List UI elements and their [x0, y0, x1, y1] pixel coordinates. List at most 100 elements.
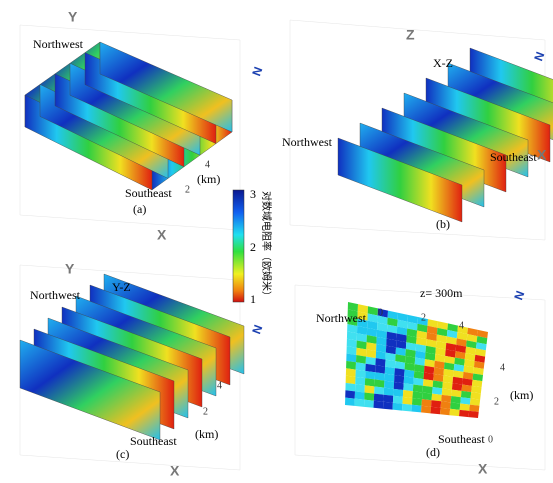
cell — [397, 319, 408, 329]
cell — [405, 355, 416, 365]
cell — [434, 354, 446, 363]
cell — [346, 338, 357, 348]
cell — [383, 401, 393, 410]
cell — [459, 403, 470, 411]
label: Southeast — [438, 432, 485, 446]
cell — [374, 379, 385, 388]
panel-tag: (b) — [436, 217, 450, 231]
cell — [356, 340, 367, 350]
cell — [406, 335, 417, 344]
cell — [356, 355, 366, 364]
cell — [442, 375, 454, 384]
cell — [365, 356, 376, 366]
cell — [402, 390, 413, 398]
frame — [289, 19, 546, 241]
cell — [346, 353, 357, 363]
cell — [412, 384, 423, 393]
cell — [440, 407, 451, 416]
cell — [403, 383, 414, 392]
cell — [414, 364, 425, 373]
label: Northwest — [282, 135, 333, 149]
cell — [425, 352, 436, 361]
cell — [465, 346, 476, 355]
cell — [356, 333, 367, 343]
cell — [404, 369, 415, 378]
cell — [446, 329, 458, 339]
cell — [355, 369, 366, 379]
cell — [470, 392, 481, 400]
cell — [433, 367, 444, 376]
cell — [387, 310, 398, 320]
tick: 2 — [494, 396, 499, 407]
cell — [434, 360, 445, 369]
cell — [450, 402, 461, 410]
cell — [469, 404, 480, 412]
cell — [423, 372, 434, 381]
cell — [435, 341, 447, 350]
cell — [472, 373, 483, 382]
cell — [414, 357, 425, 366]
cell — [416, 337, 427, 346]
cell — [385, 352, 396, 362]
frame — [294, 284, 546, 471]
cell — [456, 338, 467, 347]
cell — [441, 394, 452, 403]
tick: 4 — [217, 380, 222, 391]
label: Southeast — [130, 434, 177, 448]
cell — [364, 378, 375, 387]
cell — [396, 326, 408, 336]
cell — [471, 379, 483, 388]
unit: (km) — [195, 427, 218, 441]
cell — [354, 391, 365, 400]
cell — [475, 348, 486, 357]
cell — [432, 387, 443, 395]
cell — [437, 321, 448, 330]
title: z= 300m — [420, 286, 463, 300]
axis-label: Z — [406, 27, 415, 43]
cell — [460, 397, 471, 405]
cell — [397, 312, 408, 322]
colorbar-tick: 3 — [250, 187, 256, 201]
label: Southeast — [490, 150, 537, 164]
cell — [475, 342, 487, 351]
cell — [376, 329, 387, 339]
cell — [355, 362, 366, 371]
slice — [337, 137, 463, 223]
cell — [345, 397, 355, 406]
cell — [366, 342, 377, 352]
cell — [396, 340, 407, 350]
cell — [374, 386, 385, 395]
label: Southeast — [125, 186, 172, 200]
cell — [431, 393, 442, 402]
cell — [366, 327, 378, 337]
cell — [405, 342, 417, 351]
cell — [421, 399, 432, 407]
panel-tag: (c) — [116, 447, 129, 461]
tick: 4 — [500, 362, 505, 373]
cell — [464, 359, 475, 368]
cell — [462, 371, 474, 380]
cell — [417, 323, 428, 333]
cell — [424, 365, 435, 374]
cell — [375, 351, 386, 360]
cell — [453, 363, 465, 372]
cell — [357, 304, 368, 314]
cell — [422, 385, 433, 394]
cell — [384, 366, 395, 376]
cell — [464, 352, 476, 362]
cell — [354, 398, 365, 407]
cell — [453, 370, 464, 379]
cell — [394, 375, 405, 384]
cell — [433, 373, 444, 382]
cell — [446, 336, 457, 345]
cell — [454, 351, 466, 360]
cell — [416, 330, 427, 340]
cell — [347, 316, 358, 326]
label: Northwest — [30, 288, 81, 302]
cell — [413, 371, 424, 380]
cell — [383, 387, 394, 396]
cell — [463, 365, 474, 374]
cell — [411, 404, 422, 413]
tick: 0 — [378, 307, 383, 318]
